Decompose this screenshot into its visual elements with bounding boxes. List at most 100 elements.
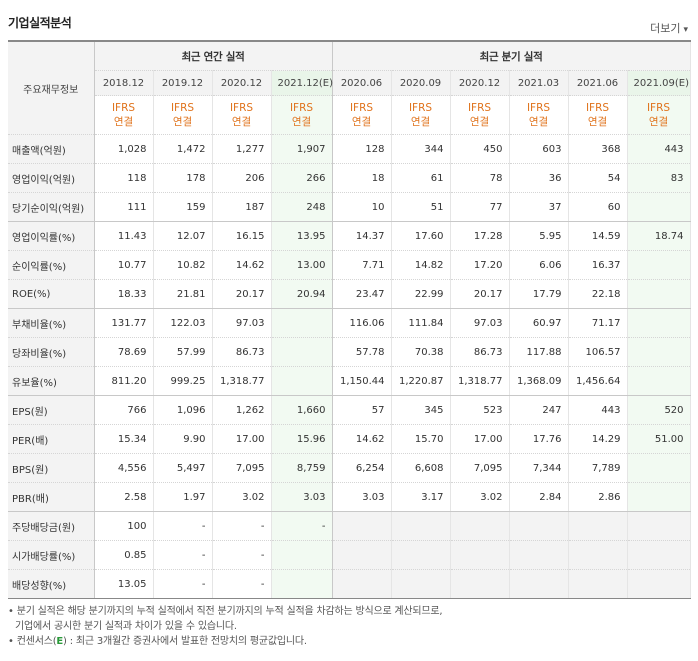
consolidated-label: 연결: [231, 116, 252, 128]
table-cell: 766: [94, 395, 154, 425]
table-cell: 51: [391, 192, 451, 222]
table-cell: [450, 511, 510, 541]
table-cell: 603: [509, 134, 569, 164]
column-header: 2021.03: [509, 70, 569, 96]
table-cell: [271, 308, 333, 338]
column-header: 2018.12: [94, 70, 154, 96]
table-cell: 1,318.77: [212, 366, 272, 396]
table-cell: 345: [391, 395, 451, 425]
table-cell: [450, 540, 510, 570]
table-cell: 7,789: [568, 453, 628, 483]
table-row: 영업이익(억원) 118 178 206 266 18 61 78 36 54 83: [8, 163, 691, 193]
table-cell: 13.05: [94, 569, 154, 599]
ifrs-badge: IFRS 연결: [153, 95, 213, 135]
column-header: 2020.12: [212, 70, 272, 96]
table-cell: 18.33: [94, 279, 154, 309]
table-cell: 3.03: [332, 482, 392, 512]
table-cell: 15.96: [271, 424, 333, 454]
row-label: ROE(%): [8, 279, 95, 309]
column-header: 2021.12(E): [271, 70, 333, 96]
table-cell: -: [153, 569, 213, 599]
table-cell: [391, 540, 451, 570]
table-cell: 344: [391, 134, 451, 164]
consolidated-label: 연결: [351, 116, 372, 128]
table-cell: 18.74: [627, 221, 691, 251]
table-cell: [332, 540, 392, 570]
table-cell: [509, 569, 569, 599]
ifrs-label: IFRS: [646, 102, 671, 114]
ifrs-label: IFRS: [111, 102, 136, 114]
table-cell: 520: [627, 395, 691, 425]
table-cell: 1,150.44: [332, 366, 392, 396]
consolidated-label: 연결: [410, 116, 431, 128]
table-cell: [627, 511, 691, 541]
table-cell: 1,220.87: [391, 366, 451, 396]
table-cell: 17.28: [450, 221, 510, 251]
table-cell: 16.15: [212, 221, 272, 251]
table-cell: 17.76: [509, 424, 569, 454]
table-cell: 17.00: [450, 424, 510, 454]
row-label: BPS(원): [8, 453, 95, 483]
table-cell: 368: [568, 134, 628, 164]
table-cell: [271, 569, 333, 599]
table-row: 부채비율(%) 131.77 122.03 97.03 116.06 111.84 97.0…: [8, 308, 691, 338]
row-label: 당기순이익(억원): [8, 192, 95, 222]
table-cell: 14.62: [212, 250, 272, 280]
ifrs-label: IFRS: [229, 102, 254, 114]
more-link[interactable]: 더보기 ▾: [650, 20, 688, 36]
table-cell: [332, 569, 392, 599]
table-cell: 117.88: [509, 337, 569, 367]
table-cell: 450: [450, 134, 510, 164]
table-cell: [627, 540, 691, 570]
table-row: 당좌비율(%) 78.69 57.99 86.73 57.78 70.38 86.73 117…: [8, 337, 691, 367]
table-cell: -: [212, 540, 272, 570]
table-cell: 6,608: [391, 453, 451, 483]
table-cell: 5.95: [509, 221, 569, 251]
row-label: 유보율(%): [8, 366, 95, 396]
table-cell: [568, 569, 628, 599]
ifrs-badge: IFRS 연결: [332, 95, 392, 135]
row-label: PER(배): [8, 424, 95, 454]
chevron-down-icon: ▾: [683, 25, 688, 35]
note-1: • 분기 실적은 해당 분기까지의 누적 실적에서 직전 분기까지의 누적 실적…: [8, 606, 443, 617]
table-cell: 811.20: [94, 366, 154, 396]
table-cell: 999.25: [153, 366, 213, 396]
table-cell: 7,344: [509, 453, 569, 483]
table-cell: 22.99: [391, 279, 451, 309]
table-cell: 15.70: [391, 424, 451, 454]
row-label: PBR(배): [8, 482, 95, 512]
table-cell: 61: [391, 163, 451, 193]
table-cell: 0.85: [94, 540, 154, 570]
table-cell: [627, 308, 691, 338]
ifrs-label: IFRS: [467, 102, 492, 114]
table-cell: 1,456.64: [568, 366, 628, 396]
table-cell: 523: [450, 395, 510, 425]
table-cell: [509, 540, 569, 570]
note-1-cont: 기업에서 공시한 분기 실적과 차이가 있을 수 있습니다.: [15, 621, 237, 632]
table-cell: 1,368.09: [509, 366, 569, 396]
table-cell: 3.17: [391, 482, 451, 512]
table-cell: 5,497: [153, 453, 213, 483]
table-cell: 3.02: [450, 482, 510, 512]
table-cell: 8,759: [271, 453, 333, 483]
row-label: 영업이익(억원): [8, 163, 95, 193]
ifrs-badge: IFRS 연결: [271, 95, 333, 135]
table-cell: 22.18: [568, 279, 628, 309]
table-cell: 116.06: [332, 308, 392, 338]
consolidated-label: 연결: [587, 116, 608, 128]
consolidated-label: 연결: [172, 116, 193, 128]
table-cell: 1.97: [153, 482, 213, 512]
table-cell: 4,556: [94, 453, 154, 483]
row-label: 부채비율(%): [8, 308, 95, 338]
ifrs-badge: IFRS 연결: [568, 95, 628, 135]
table-cell: 16.37: [568, 250, 628, 280]
table-cell: [391, 569, 451, 599]
table-cell: 17.79: [509, 279, 569, 309]
table-cell: 20.17: [450, 279, 510, 309]
table-row: 매출액(억원) 1,028 1,472 1,277 1,907 128 344 450 603 3…: [8, 134, 691, 164]
table-cell: 122.03: [153, 308, 213, 338]
table-cell: 1,028: [94, 134, 154, 164]
table-row: 당기순이익(억원) 111 159 187 248 10 51 77 37 60: [8, 192, 691, 222]
table-cell: [627, 192, 691, 222]
group-annual-header: 최근 연간 실적: [94, 40, 333, 71]
